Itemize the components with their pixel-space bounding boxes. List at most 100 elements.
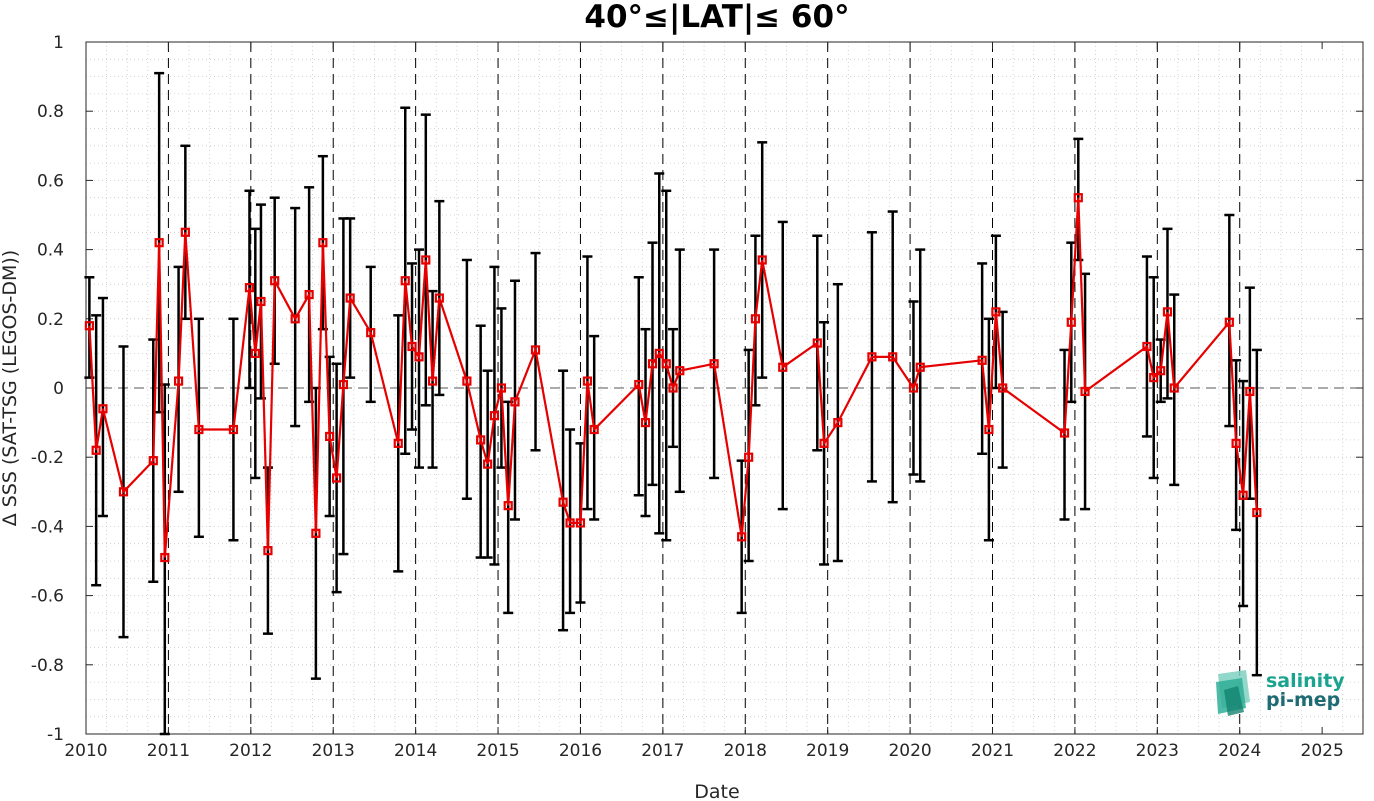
data-point-marker: [647, 359, 658, 369]
data-point-marker: [421, 255, 431, 265]
data-point-marker: [530, 345, 541, 355]
data-point-marker: [118, 487, 129, 497]
data-point-marker: [304, 289, 314, 300]
x-tick-label: 2019: [806, 741, 849, 761]
data-point-marker: [318, 238, 328, 248]
y-tick-label: -0.6: [31, 587, 64, 607]
data-point-marker: [270, 276, 280, 286]
data-point-marker: [640, 418, 651, 428]
data-point-marker: [180, 227, 190, 237]
x-axis-label: Date: [694, 781, 739, 801]
x-tick-label: 2025: [1301, 741, 1344, 761]
data-point-marker: [1252, 507, 1262, 518]
salinity-pi-mep-logo: salinity pi-mep: [1216, 670, 1345, 716]
data-point-marker: [407, 341, 417, 352]
data-point-marker: [1245, 386, 1255, 397]
data-point-marker: [263, 546, 273, 556]
data-point-marker: [977, 355, 987, 365]
data-point-marker: [589, 424, 599, 435]
data-point-marker: [984, 424, 994, 435]
y-tick-label: -1: [47, 725, 64, 745]
y-tick-label: 0.6: [37, 171, 64, 191]
data-point-marker: [1059, 428, 1070, 438]
x-tick-label: 2021: [971, 741, 1014, 761]
y-tick-label: 0.4: [37, 241, 64, 261]
x-tick-label: 2024: [1218, 741, 1261, 761]
x-tick-label: 2014: [394, 741, 437, 761]
data-point-marker: [256, 296, 266, 307]
data-point-marker: [888, 352, 898, 362]
data-point-marker: [582, 376, 593, 386]
x-tick-label: 2016: [559, 741, 602, 761]
x-tick-label: 2013: [312, 741, 355, 761]
data-point-marker: [558, 497, 568, 507]
data-point-marker: [819, 438, 829, 448]
data-point-marker: [148, 456, 158, 466]
x-tick-label: 2023: [1136, 741, 1179, 761]
logo-line-2: pi-mep: [1266, 689, 1340, 711]
data-point-marker: [393, 438, 403, 448]
data-point-marker: [1169, 383, 1179, 393]
x-tick-label: 2015: [476, 741, 519, 761]
chart-title: 40°≤|LAT|≤ 60°: [584, 0, 849, 35]
data-point-marker: [757, 255, 767, 265]
data-point-marker: [173, 376, 184, 386]
data-point-marker: [496, 383, 507, 393]
data-point-marker: [1156, 366, 1166, 376]
data-point-marker: [709, 359, 719, 369]
data-point-marker: [194, 424, 204, 435]
data-point-marker: [1080, 386, 1090, 397]
data-point-marker: [338, 379, 348, 390]
data-point-marker: [744, 452, 754, 462]
data-point-marker: [915, 362, 925, 372]
data-point-marker: [1231, 438, 1241, 448]
data-point-marker: [483, 459, 493, 469]
data-point-marker: [1142, 341, 1152, 352]
data-point-marker: [661, 359, 671, 369]
data-point-marker: [290, 314, 300, 324]
y-tick-label: -0.4: [31, 517, 64, 537]
data-point-marker: [325, 431, 335, 442]
data-point-marker: [311, 528, 321, 538]
data-point-marker: [400, 276, 410, 286]
data-point-marker: [675, 366, 685, 376]
data-point-marker: [737, 532, 747, 542]
x-tick-label: 2018: [724, 741, 767, 761]
data-point-marker: [991, 307, 1001, 317]
x-tick-label: 2017: [641, 741, 684, 761]
y-tick-label: 1: [53, 33, 64, 53]
logo-line-1: salinity: [1266, 670, 1345, 692]
data-point-marker: [345, 293, 355, 303]
data-point-marker: [332, 473, 342, 483]
data-point-marker: [98, 404, 108, 414]
data-point-marker: [250, 348, 260, 358]
data-point-marker: [908, 383, 919, 393]
series-line: [88, 197, 1258, 558]
data-point-marker: [434, 293, 444, 303]
data-point-marker: [414, 352, 424, 362]
data-point-marker: [778, 362, 788, 372]
data-point-marker: [1066, 317, 1076, 327]
data-point-marker: [244, 283, 255, 293]
data-point-marker: [1224, 317, 1234, 327]
x-tick-label: 2020: [888, 741, 931, 761]
plot-area: 2010 2011 2012 2013 2014 2015 2016 2017 2018 2019…: [31, 33, 1364, 761]
data-point-marker: [812, 338, 822, 348]
data-point-marker: [1162, 307, 1173, 317]
data-point-marker: [1073, 193, 1083, 203]
data-point-marker: [154, 238, 164, 248]
x-tick-label: 2011: [147, 741, 190, 761]
x-tick-label: 2010: [64, 741, 107, 761]
data-point-marker: [476, 435, 486, 445]
data-point-marker: [634, 379, 644, 390]
data-point-marker: [462, 376, 472, 386]
data-point-marker: [575, 518, 586, 528]
y-tick-label: 0.2: [37, 310, 64, 330]
data-point-marker: [565, 518, 575, 528]
data-point-marker: [654, 348, 664, 358]
data-point-marker: [668, 383, 678, 393]
data-point-marker: [1238, 490, 1248, 500]
data-point-marker: [867, 352, 877, 362]
data-point-marker: [503, 501, 513, 511]
